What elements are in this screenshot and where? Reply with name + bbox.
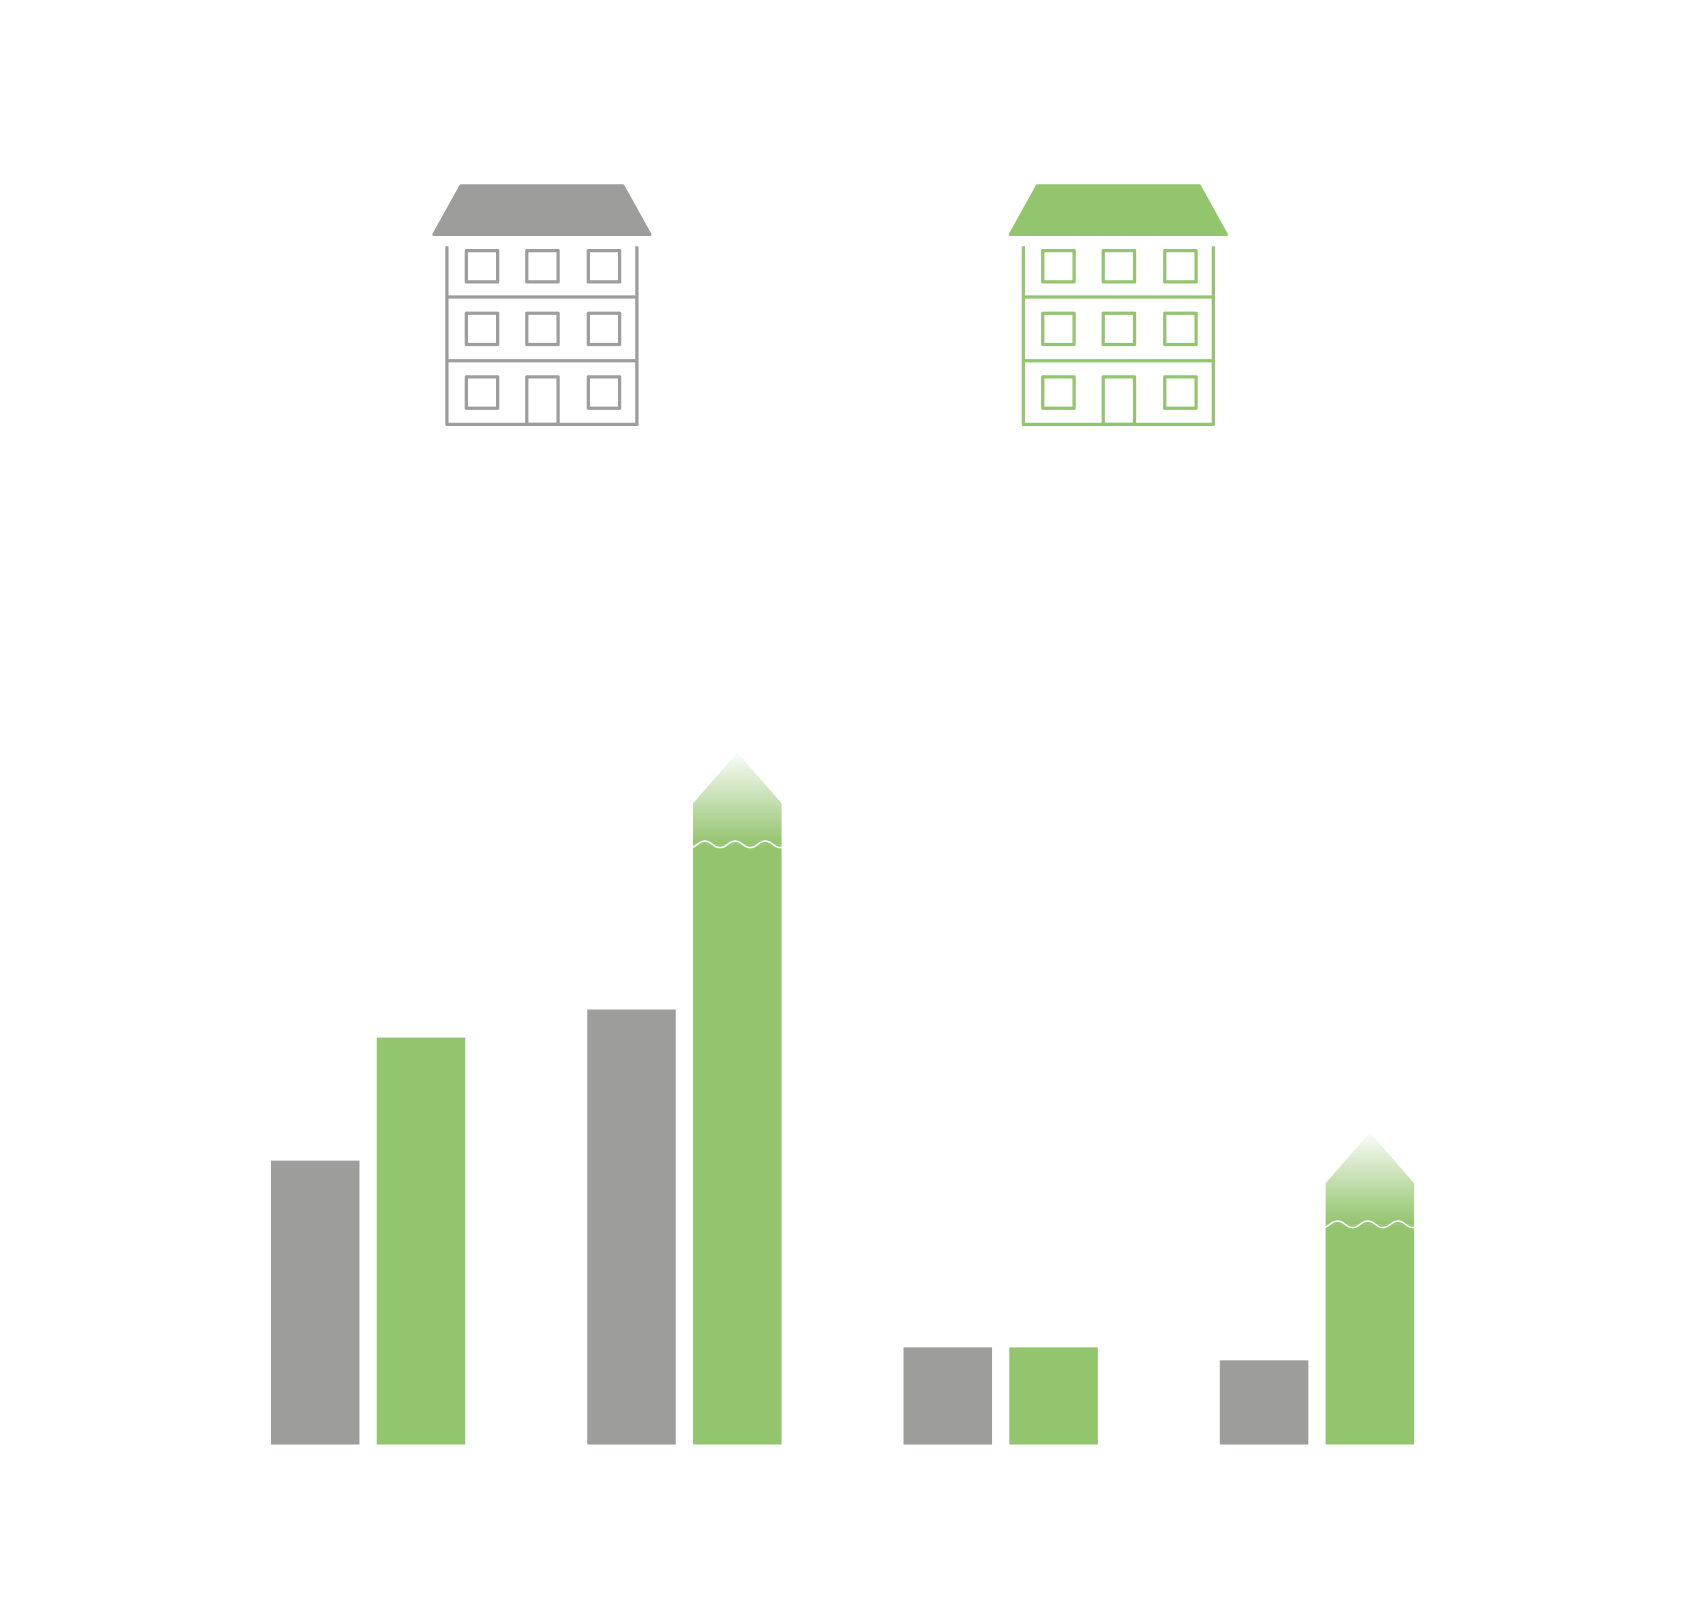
break-mark [681, 840, 789, 849]
break-mark [1314, 1220, 1422, 1229]
broken-bar [681, 752, 789, 1445]
bar [376, 1037, 466, 1445]
bar [587, 1009, 676, 1445]
bar [1009, 1347, 1098, 1445]
building-icon-gray [432, 184, 652, 427]
bar-body [1325, 1224, 1415, 1445]
broken-bar [1314, 1132, 1422, 1445]
bar-arrow [693, 752, 782, 845]
bar [903, 1347, 993, 1445]
building-icon-green [1008, 184, 1228, 427]
bar [1219, 1360, 1309, 1445]
bar-body [693, 844, 782, 1445]
bar [270, 1160, 360, 1445]
bar-arrow [1325, 1132, 1415, 1225]
